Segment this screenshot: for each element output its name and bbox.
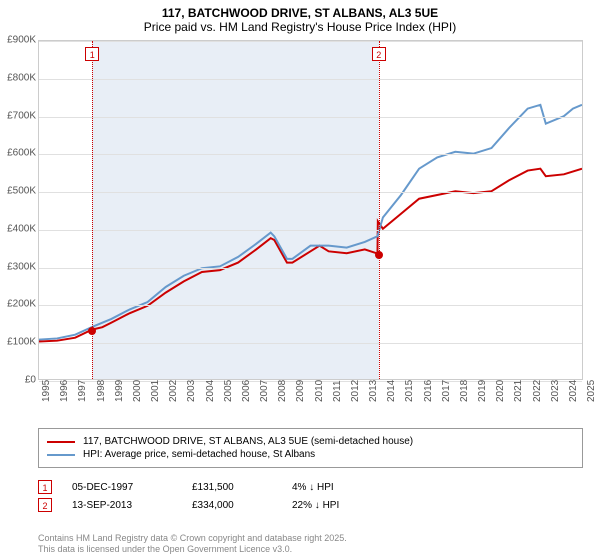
event-row: 1 05-DEC-1997 £131,500 4% ↓ HPI (38, 480, 583, 494)
x-axis-label: 2004 (205, 380, 216, 402)
x-axis-label: 2012 (350, 380, 361, 402)
event-row: 2 13-SEP-2013 £334,000 22% ↓ HPI (38, 498, 583, 512)
x-axis-label: 2017 (441, 380, 452, 402)
y-gridline (39, 268, 582, 269)
marker-dot (88, 327, 96, 335)
marker-line (379, 41, 380, 379)
event-date: 05-DEC-1997 (72, 482, 172, 493)
x-axis-label: 2009 (295, 380, 306, 402)
events-table: 1 05-DEC-1997 £131,500 4% ↓ HPI 2 13-SEP-2013… (38, 476, 583, 516)
y-gridline (39, 305, 582, 306)
event-date: 13-SEP-2013 (72, 500, 172, 511)
y-axis-label: £0 (0, 375, 36, 386)
y-axis-label: £300K (0, 261, 36, 272)
legend-swatch (47, 441, 75, 443)
y-axis-label: £400K (0, 223, 36, 234)
x-axis-label: 2010 (314, 380, 325, 402)
chart-title-line2: Price paid vs. HM Land Registry's House … (0, 20, 600, 38)
y-gridline (39, 79, 582, 80)
x-axis-label: 2001 (150, 380, 161, 402)
y-axis-label: £100K (0, 337, 36, 348)
event-price: £334,000 (192, 500, 272, 511)
legend-label: 117, BATCHWOOD DRIVE, ST ALBANS, AL3 5UE… (83, 436, 413, 447)
y-gridline (39, 117, 582, 118)
legend-box: 117, BATCHWOOD DRIVE, ST ALBANS, AL3 5UE… (38, 428, 583, 468)
x-axis-label: 2016 (423, 380, 434, 402)
event-badge: 2 (38, 498, 52, 512)
legend-swatch (47, 454, 75, 456)
y-axis-label: £800K (0, 72, 36, 83)
marker-badge: 2 (372, 47, 386, 61)
x-axis-label: 2022 (532, 380, 543, 402)
event-pct: 4% ↓ HPI (292, 482, 372, 493)
x-axis-label: 2025 (586, 380, 597, 402)
y-axis-label: £600K (0, 148, 36, 159)
chart-title-line1: 117, BATCHWOOD DRIVE, ST ALBANS, AL3 5UE (0, 0, 600, 20)
x-axis-label: 2018 (459, 380, 470, 402)
y-axis-label: £900K (0, 35, 36, 46)
x-axis-label: 2005 (223, 380, 234, 402)
y-axis-label: £200K (0, 299, 36, 310)
event-pct: 22% ↓ HPI (292, 500, 372, 511)
x-axis-label: 2019 (477, 380, 488, 402)
x-axis-label: 2020 (495, 380, 506, 402)
series-line (39, 105, 582, 340)
x-axis-label: 2021 (513, 380, 524, 402)
chart-area: 12 £0£100K£200K£300K£400K£500K£600K£700K… (0, 40, 600, 420)
y-axis-label: £700K (0, 110, 36, 121)
x-axis-label: 2003 (186, 380, 197, 402)
x-axis-label: 2011 (332, 380, 343, 402)
x-axis-label: 2013 (368, 380, 379, 402)
y-gridline (39, 343, 582, 344)
y-gridline (39, 230, 582, 231)
y-gridline (39, 154, 582, 155)
x-axis-label: 2014 (386, 380, 397, 402)
x-axis-label: 1997 (77, 380, 88, 402)
y-axis-label: £500K (0, 186, 36, 197)
x-axis-label: 1995 (41, 380, 52, 402)
x-axis-label: 2002 (168, 380, 179, 402)
legend-item: 117, BATCHWOOD DRIVE, ST ALBANS, AL3 5UE… (47, 436, 574, 447)
x-axis-label: 2007 (259, 380, 270, 402)
plot-region: 12 (38, 40, 583, 380)
x-axis-label: 1999 (114, 380, 125, 402)
x-axis-label: 2000 (132, 380, 143, 402)
legend-label: HPI: Average price, semi-detached house,… (83, 449, 315, 460)
x-axis-label: 1998 (96, 380, 107, 402)
x-axis-label: 2006 (241, 380, 252, 402)
x-axis-label: 2024 (568, 380, 579, 402)
y-gridline (39, 192, 582, 193)
event-price: £131,500 (192, 482, 272, 493)
marker-badge: 1 (85, 47, 99, 61)
footnote: Contains HM Land Registry data © Crown c… (38, 533, 347, 556)
x-axis-label: 2023 (550, 380, 561, 402)
footnote-line2: This data is licensed under the Open Gov… (38, 544, 347, 556)
x-axis-label: 2008 (277, 380, 288, 402)
chart-container: 117, BATCHWOOD DRIVE, ST ALBANS, AL3 5UE… (0, 0, 600, 560)
marker-dot (375, 251, 383, 259)
x-axis-label: 2015 (404, 380, 415, 402)
chart-lines (39, 41, 582, 379)
series-line (39, 169, 582, 342)
event-badge: 1 (38, 480, 52, 494)
x-axis-label: 1996 (59, 380, 70, 402)
y-gridline (39, 41, 582, 42)
footnote-line1: Contains HM Land Registry data © Crown c… (38, 533, 347, 545)
legend-item: HPI: Average price, semi-detached house,… (47, 449, 574, 460)
